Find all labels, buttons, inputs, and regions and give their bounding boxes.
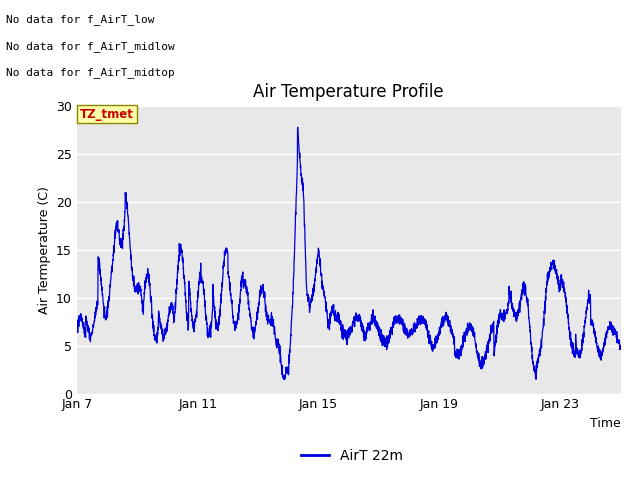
Y-axis label: Air Termperature (C): Air Termperature (C)	[38, 186, 51, 313]
Legend: AirT 22m: AirT 22m	[296, 443, 408, 468]
Text: TZ_tmet: TZ_tmet	[80, 108, 134, 120]
Text: No data for f_AirT_midtop: No data for f_AirT_midtop	[6, 67, 175, 78]
Text: No data for f_AirT_midlow: No data for f_AirT_midlow	[6, 41, 175, 52]
Text: No data for f_AirT_low: No data for f_AirT_low	[6, 14, 155, 25]
Title: Air Temperature Profile: Air Temperature Profile	[253, 83, 444, 101]
X-axis label: Time: Time	[590, 417, 621, 430]
